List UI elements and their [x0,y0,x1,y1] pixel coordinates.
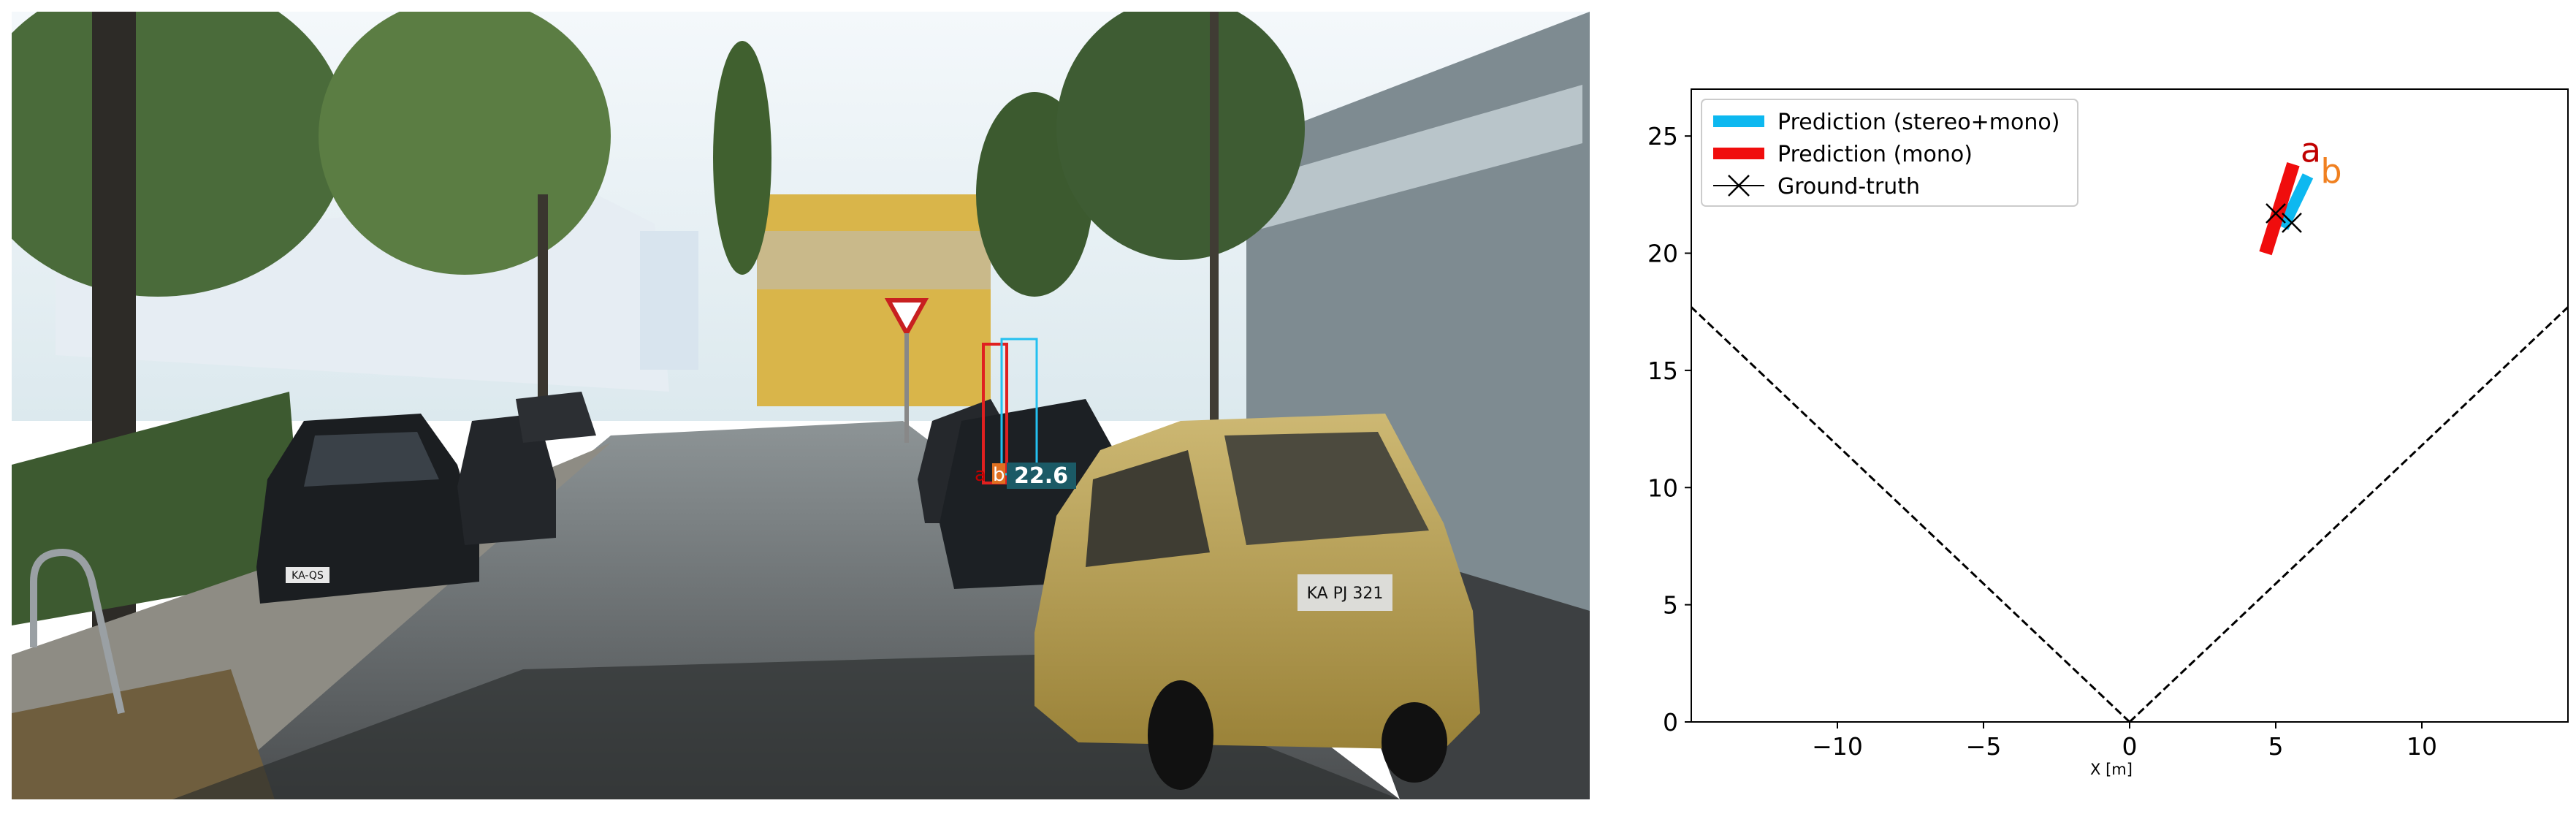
legend-label: Prediction (stereo+mono) [1777,110,2059,135]
tree-canopy-right [1056,12,1305,260]
yellow-car-wheel-rear [1382,702,1447,783]
x-tick-label: 10 [2407,732,2437,761]
yellow-car-plate [1297,574,1392,611]
ground-truth-marker-stroke [2266,203,2286,224]
yellow-building-windows [757,231,991,289]
distance-label: 22.6 [1014,463,1068,489]
distance-badge [1007,463,1076,489]
y-tick-label: 10 [1647,473,1678,502]
street-scene-drawing: KA-QS KA PJ 321 a b 22.6 [12,12,1590,799]
y-tick-label: 15 [1647,357,1678,385]
fov-line-left [1690,306,2131,723]
y-tick-label: 25 [1647,122,1678,151]
yield-sign-pole [904,333,909,443]
x-tick-label: −10 [1812,732,1863,761]
point-label-b: b [2320,151,2341,191]
x-tick-label: 0 [2122,732,2138,761]
ground-truth-marker [2282,212,2302,233]
street-scene-image: KA-QS KA PJ 321 a b 22.6 [12,12,1590,799]
tree-canopy-poplar [713,41,771,275]
field-of-view-layer [1690,306,2569,723]
y-tick-label: 20 [1647,240,1678,268]
x-axis-label: X [m] [2090,761,2133,778]
yellow-car-rear-window [1224,432,1429,545]
yellow-car-wheel [1148,680,1213,790]
fov-line-right [2128,306,2569,723]
yield-sign [884,298,929,338]
series-layer: ab [2259,130,2342,256]
license-plate-left [286,567,329,583]
legend-box [1701,99,2078,207]
yellow-building [757,194,991,406]
legend-label: Ground-truth [1777,174,1920,199]
y-tick-label: 5 [1663,591,1678,620]
y-tick-label: 0 [1663,708,1678,737]
label-a-text: a [975,464,986,486]
x-tick-label: 5 [2268,732,2284,761]
lamp-pole [1210,12,1219,421]
ground-truth-marker [2266,203,2286,224]
tree-trunk [538,194,548,435]
legend-swatch-x [1728,175,1750,197]
white-building-tower [640,231,698,370]
grey-building-windows [1254,85,1582,231]
leaves-ground [12,669,275,799]
birds-eye-chart-svg: ab −10 −5 0 5 10 0 5 10 15 20 25 X [m] Prediction (… [1647,88,2569,778]
yellow-car-side-window [1086,450,1210,567]
parked-car-far-left [516,392,596,443]
legend-label: Prediction (mono) [1777,142,1973,167]
axis-layer: −10 −5 0 5 10 0 5 10 15 20 25 X [m] [1647,88,2569,778]
x-tick-label: −5 [1966,732,2002,761]
bike-rack [30,548,125,715]
tree-canopy-center-left [319,12,611,275]
parked-car-windshield [304,432,439,487]
ground-truth-marker-stroke [2282,212,2302,233]
label-b-text: b [993,464,1005,486]
yellow-car-plate-text: KA PJ 321 [1307,585,1384,603]
parked-car-black-second [457,414,556,545]
license-plate-left-text: KA-QS [291,570,324,582]
legend: Prediction (stereo+mono) Prediction (mono… [1701,99,2078,207]
point-label-a: a [2301,130,2321,170]
label-b-badge [992,463,1005,484]
